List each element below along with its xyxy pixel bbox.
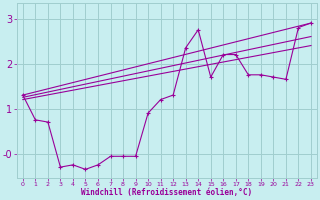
X-axis label: Windchill (Refroidissement éolien,°C): Windchill (Refroidissement éolien,°C) — [81, 188, 252, 197]
